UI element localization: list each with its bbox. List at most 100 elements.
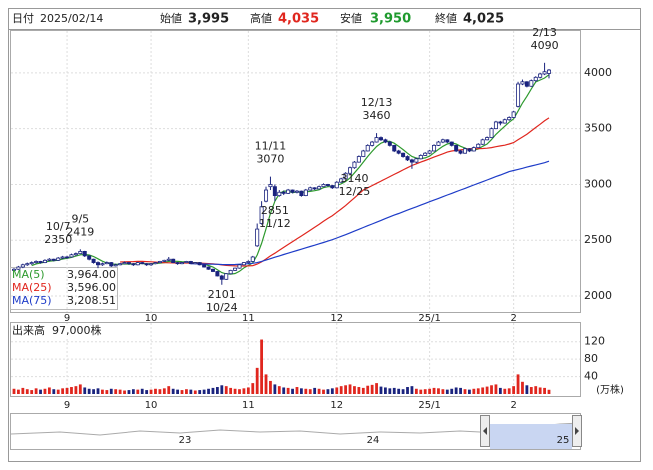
price-panel <box>10 30 581 313</box>
volume-bar <box>401 389 405 394</box>
volume-bar <box>123 390 126 394</box>
header-label: 安値 <box>340 11 362 25</box>
handle-arrow <box>483 427 487 435</box>
header-label: 終値 <box>435 11 457 25</box>
candle-body <box>538 73 543 78</box>
candle-body <box>392 144 397 152</box>
candle-body <box>210 268 215 272</box>
volume-bar <box>379 386 383 394</box>
candle-body <box>69 254 74 258</box>
volume-bar <box>162 388 166 394</box>
candle-body <box>454 144 459 152</box>
volume-bar <box>525 385 529 394</box>
candle-body <box>224 273 229 280</box>
volume-bar <box>215 387 219 394</box>
volume-bar <box>485 386 489 394</box>
volume-bar <box>167 386 171 394</box>
legend-value: 3,596.00 <box>67 281 116 294</box>
volume-bar <box>56 389 60 394</box>
volume-bar <box>220 385 224 394</box>
candle-body <box>237 264 242 269</box>
annotation-date: 2/13 <box>532 26 557 39</box>
candle-body <box>73 253 78 256</box>
candle-body <box>157 261 162 263</box>
volume-bar <box>353 386 356 394</box>
volume-title: 出来高 <box>12 323 45 337</box>
candle-body <box>281 191 286 194</box>
volume-bar <box>21 387 25 394</box>
candle-body <box>480 139 485 145</box>
candle-body <box>383 139 388 143</box>
candle-body <box>529 80 534 87</box>
candle-body <box>312 187 317 190</box>
annotation-price: 4090 <box>531 39 559 52</box>
candle-body <box>153 262 158 265</box>
volume-bar <box>419 389 423 394</box>
candle-body <box>308 187 313 191</box>
candle-body <box>87 255 92 260</box>
volume-label-bg <box>11 324 111 337</box>
volume-panel <box>10 322 581 397</box>
volume-bar <box>171 388 175 394</box>
candle-body <box>131 263 136 266</box>
candle-body <box>436 141 441 146</box>
navigator-label: 24 <box>367 435 380 446</box>
header-label: 日付 <box>12 12 34 25</box>
candle-body <box>42 259 47 263</box>
volume-bar <box>286 387 290 394</box>
candle-body <box>449 141 454 146</box>
volume-bar <box>512 386 516 394</box>
volume-bar <box>176 389 179 394</box>
volume-bar <box>370 384 374 394</box>
candle-body <box>370 141 375 146</box>
volume-bar <box>295 387 299 394</box>
candle-body <box>82 251 87 257</box>
volume-unit: (万株) <box>596 383 624 396</box>
volume-bar <box>468 389 471 394</box>
volume-bar <box>52 389 56 394</box>
candle-body <box>409 159 414 163</box>
volume-bar <box>65 387 69 394</box>
volume-bar <box>494 384 498 394</box>
header-value: 3,950 <box>370 12 411 27</box>
candle-body <box>104 262 109 265</box>
legend-name: MA(25) <box>12 281 52 294</box>
candle-body <box>511 111 516 118</box>
volume-bar <box>476 388 480 394</box>
x-tick-label: 11 <box>242 400 255 411</box>
candle-body <box>109 262 114 267</box>
candle-body <box>100 263 105 266</box>
volume-bar <box>207 388 210 394</box>
volume-bar <box>34 388 38 394</box>
volume-bar <box>481 387 485 394</box>
annotation-price: 2101 <box>208 288 236 301</box>
volume-bar <box>322 389 325 394</box>
candle-body <box>241 262 246 266</box>
candle-body <box>547 69 552 74</box>
legend-value: 3,964.00 <box>67 268 116 281</box>
candle-body <box>427 150 432 154</box>
x-tick-label: 10 <box>145 400 158 411</box>
candle-body <box>423 152 428 156</box>
navigator-label: 23 <box>179 435 192 446</box>
volume-bar <box>242 388 246 394</box>
volume-bar <box>291 388 294 394</box>
candle-body <box>171 258 176 263</box>
candle-body <box>20 264 25 268</box>
volume-bar <box>47 387 51 394</box>
candle-body <box>250 256 255 262</box>
volume-last: 97,000株 <box>52 323 102 337</box>
volume-bar <box>96 388 100 394</box>
candle-body <box>303 189 308 197</box>
legend-value: 3,208.51 <box>67 294 116 307</box>
volume-bar <box>339 386 343 394</box>
candle-body <box>60 256 65 259</box>
volume-bar <box>264 374 268 394</box>
candle-body <box>118 263 123 266</box>
candle-body <box>206 266 211 270</box>
header-value: 2025/02/14 <box>40 12 103 25</box>
volume-bar <box>105 390 109 394</box>
volume-bar <box>529 387 533 394</box>
volume-bar <box>224 386 228 394</box>
volume-bar <box>543 387 546 394</box>
